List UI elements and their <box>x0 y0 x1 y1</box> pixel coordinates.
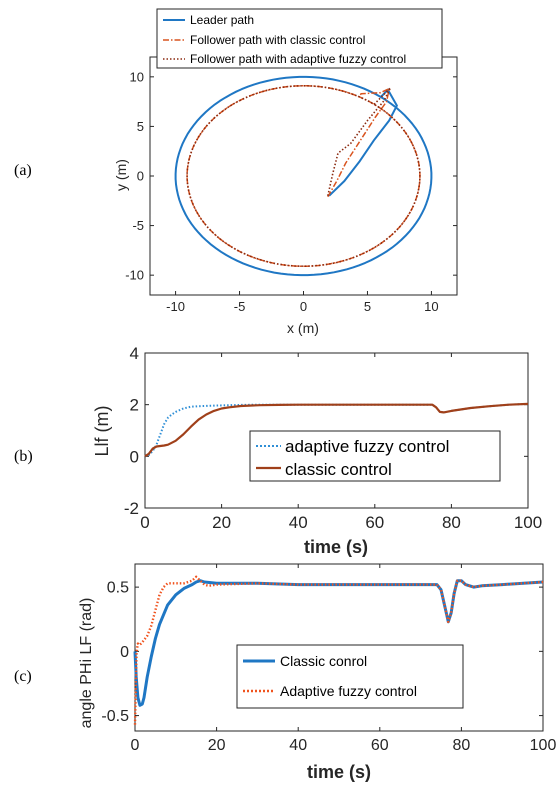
legend-b-label-2: classic control <box>285 460 392 479</box>
series-line-1 <box>144 402 529 458</box>
x-tick-label: 100 <box>530 737 557 754</box>
chart-c: 0 20 40 60 80 100-0.500.5 time (s) angle PHi … <box>78 563 557 782</box>
legend-c-label-2: Adaptive fuzzy control <box>280 683 417 699</box>
x-axis-label-c: time (s) <box>307 762 371 782</box>
y-tick-label: 4 <box>130 344 139 363</box>
x-axis-label-a: x (m) <box>287 320 319 336</box>
series-line-1 <box>174 75 433 277</box>
x-tick-label: 80 <box>442 513 461 532</box>
x-tick-label: -10 <box>166 299 185 314</box>
x-tick-label: 0 <box>300 299 307 314</box>
series-line-2 <box>186 85 421 267</box>
y-tick-label: -5 <box>132 218 144 233</box>
series-line-2 <box>133 575 544 725</box>
legend-a-label-1: Leader path <box>190 13 254 27</box>
x-tick-label: 60 <box>365 513 384 532</box>
x-tick-label: -5 <box>234 299 246 314</box>
x-tick-label: 20 <box>212 513 231 532</box>
plot-area-a <box>149 56 458 296</box>
y-tick-label: 0 <box>130 447 139 466</box>
y-tick-label: -2 <box>124 499 139 518</box>
y-axis-label-a: y (m) <box>113 159 129 191</box>
y-tick-label: 10 <box>130 69 144 84</box>
x-tick-label: 20 <box>208 737 226 754</box>
y-tick-label: 5 <box>137 119 144 134</box>
x-tick-label: 100 <box>514 513 542 532</box>
y-tick-label: 0 <box>120 644 129 661</box>
x-tick-label: 80 <box>453 737 471 754</box>
panel-label-c: (c) <box>14 668 32 685</box>
panel-label-b: (b) <box>14 448 33 465</box>
y-axis-label-c: angle PHi LF (rad) <box>78 598 95 729</box>
legend-c <box>236 644 464 709</box>
panel-label-a: (a) <box>14 162 32 179</box>
y-tick-label: -10 <box>125 268 144 283</box>
x-axis-label-b: time (s) <box>304 537 368 557</box>
x-tick-label: 40 <box>289 513 308 532</box>
series-line-1 <box>133 579 544 707</box>
y-tick-label: 2 <box>130 396 139 415</box>
legend-b <box>249 430 501 482</box>
legend-c-label-1: Classic conrol <box>280 653 367 669</box>
series-line-3 <box>186 85 421 267</box>
legend-a-label-3: Follower path with adaptive fuzzy contro… <box>190 52 406 66</box>
x-tick-label: 0 <box>131 737 140 754</box>
x-tick-label: 60 <box>371 737 389 754</box>
x-tick-label: 5 <box>364 299 371 314</box>
y-tick-label: -0.5 <box>101 708 129 725</box>
legend-a-label-2: Follower path with classic control <box>190 33 365 47</box>
y-axis-label-b: Llf (m) <box>92 406 112 457</box>
legend-b-label-1: adaptive fuzzy control <box>285 437 449 456</box>
y-tick-label: 0 <box>137 169 144 184</box>
legend-a <box>156 8 443 69</box>
x-tick-label: 0 <box>140 513 149 532</box>
y-tick-label: 0.5 <box>107 580 129 597</box>
x-tick-label: 10 <box>424 299 438 314</box>
x-tick-label: 40 <box>289 737 307 754</box>
series-line-2 <box>144 402 529 458</box>
chart-a: -10 -5 0 5 10 -10 -5 0 5 10 x (m) y (m) Leader pa… <box>113 8 458 336</box>
